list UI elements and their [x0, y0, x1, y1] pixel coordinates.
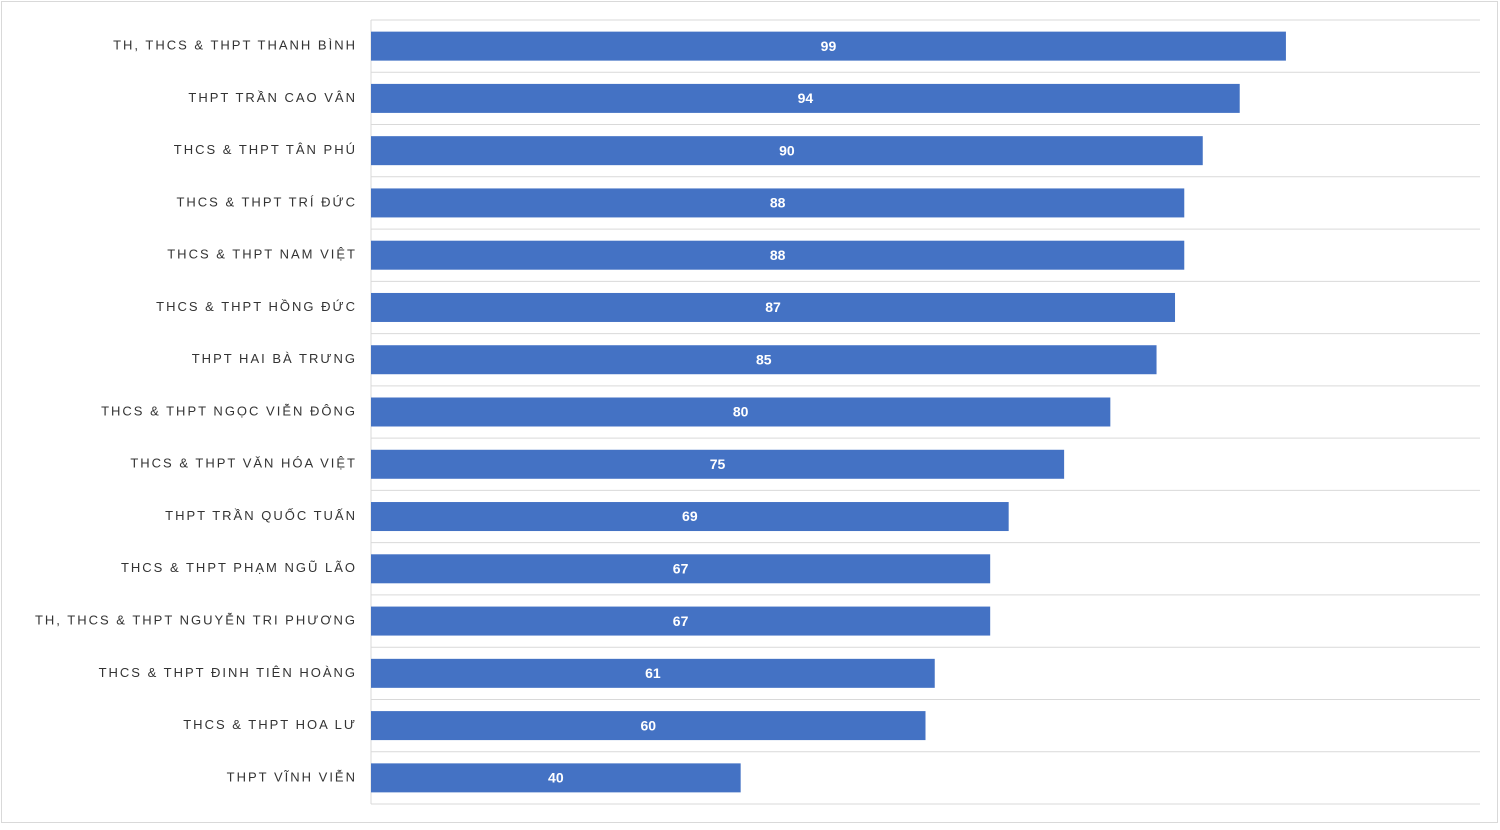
- y-tick-label: THCS & THPT HỒNG ĐỨC: [156, 299, 357, 314]
- y-tick-label: THCS & THPT NAM VIỆT: [167, 247, 357, 262]
- bar: [371, 711, 926, 741]
- data-label: 94: [798, 90, 814, 106]
- bar: [371, 397, 1111, 427]
- data-label: 99: [821, 38, 837, 54]
- data-label: 60: [640, 717, 656, 733]
- y-tick-label: THCS & THPT NGỌC VIỄN ĐÔNG: [101, 403, 357, 418]
- y-tick-label: TH, THCS & THPT NGUYỄN TRI PHƯƠNG: [35, 613, 357, 628]
- data-label: 67: [673, 613, 689, 629]
- y-tick-label: THCS & THPT HOA LƯ: [183, 717, 357, 732]
- bar: [371, 554, 991, 584]
- bar: [371, 502, 1009, 532]
- bar: [371, 83, 1240, 113]
- data-label: 87: [765, 299, 781, 315]
- data-label: 61: [645, 665, 661, 681]
- bar: [371, 658, 935, 688]
- data-label: 85: [756, 351, 772, 367]
- y-tick-label: THPT HAI BÀ TRƯNG: [192, 351, 357, 366]
- y-tick-label: THCS & THPT TÂN PHÚ: [174, 142, 357, 157]
- y-tick-label: THPT TRẦN CAO VÂN: [188, 90, 357, 105]
- bar: [371, 449, 1065, 479]
- data-label: 40: [548, 770, 564, 786]
- bar: [371, 136, 1203, 166]
- y-tick-label: THCS & THPT TRÍ ĐỨC: [176, 194, 357, 209]
- y-tick-label: THCS & THPT VĂN HÓA VIỆT: [130, 456, 357, 471]
- y-tick-label: THCS & THPT ĐINH TIÊN HOÀNG: [99, 665, 357, 680]
- bar: [371, 240, 1185, 270]
- data-label: 80: [733, 404, 749, 420]
- bar: [371, 188, 1185, 218]
- bar: [371, 345, 1157, 375]
- bar: [371, 31, 1286, 61]
- bar: [371, 292, 1176, 322]
- y-tick-label: THPT TRẦN QUỐC TUẤN: [165, 508, 357, 523]
- data-label: 67: [673, 561, 689, 577]
- data-label: 88: [770, 247, 786, 263]
- bar: [371, 606, 991, 636]
- data-label: 90: [779, 142, 795, 158]
- y-tick-label: THCS & THPT PHẠM NGŨ LÃO: [121, 560, 357, 575]
- y-tick-label: THPT VĨNH VIỄN: [227, 769, 357, 784]
- y-tick-label: TH, THCS & THPT THANH BÌNH: [113, 38, 357, 53]
- data-label: 69: [682, 508, 698, 524]
- data-label: 88: [770, 195, 786, 211]
- bar: [371, 763, 741, 793]
- data-label: 75: [710, 456, 726, 472]
